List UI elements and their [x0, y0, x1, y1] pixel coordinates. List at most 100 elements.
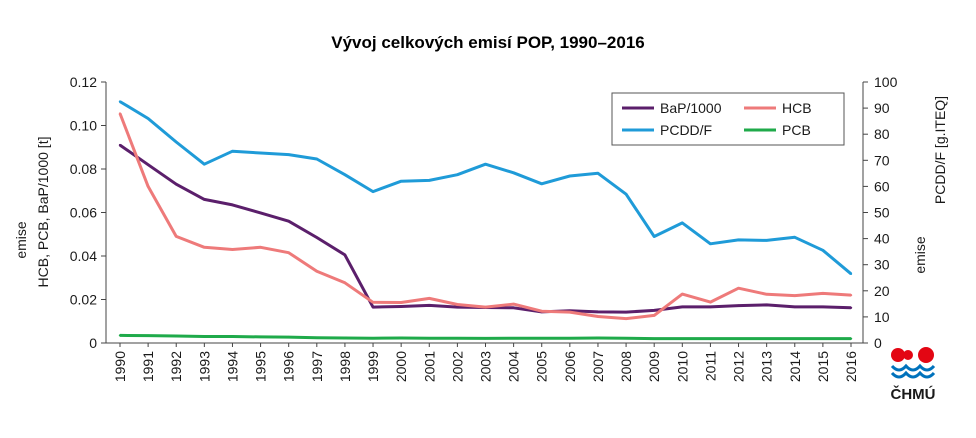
point-hcb [315, 270, 319, 273]
point-pcb [849, 337, 853, 340]
point-pcdd-f [146, 117, 150, 120]
logo-dot-left [891, 348, 905, 362]
point-hcb [737, 286, 740, 290]
point-bap-1000 [259, 211, 262, 215]
point-bap-1000 [596, 310, 600, 314]
point-hcb [146, 185, 150, 188]
point-hcb [456, 303, 459, 306]
point-hcb [568, 310, 572, 314]
x-tick-label: 2001 [421, 351, 437, 382]
point-pcdd-f [652, 235, 656, 238]
point-pcb [203, 335, 206, 338]
point-bap-1000 [709, 305, 712, 309]
left-y-tick-label: 0 [89, 335, 97, 351]
point-bap-1000 [203, 198, 206, 201]
point-bap-1000 [765, 303, 768, 307]
point-pcb [765, 337, 768, 340]
point-hcb [399, 301, 403, 304]
x-tick-label: 2005 [534, 351, 550, 382]
right-y-tick-label: 30 [874, 257, 890, 273]
logo-dot-right [918, 347, 934, 363]
left-axis-label-line-2: HCB, PCB, BaP/1000 [t] [35, 137, 51, 288]
x-tick-label: 1992 [168, 351, 184, 382]
x-tick-label: 2014 [787, 351, 803, 382]
left-y-tick-label: 0.02 [70, 292, 97, 308]
point-pcdd-f [287, 153, 290, 156]
point-pcdd-f [399, 179, 403, 183]
point-hcb [540, 310, 543, 313]
x-tick-label: 2004 [506, 351, 522, 382]
point-hcb [821, 292, 825, 295]
right-y-tick-label: 40 [874, 231, 890, 247]
point-pcdd-f [624, 193, 628, 196]
point-bap-1000 [624, 310, 628, 314]
point-bap-1000 [681, 305, 684, 309]
x-tick-label: 1997 [309, 351, 325, 382]
point-hcb [118, 112, 122, 115]
point-hcb [849, 293, 853, 297]
point-bap-1000 [652, 309, 656, 312]
right-y-tick-label: 70 [874, 152, 890, 168]
point-pcb [315, 336, 319, 339]
x-ticks: 1990 1991 1992 1993 1994 1995 1996 1997 1998 1999… [112, 343, 859, 382]
logo-wave-2 [890, 370, 936, 379]
series-line-bap-1000 [119, 143, 852, 314]
right-y-tick-label: 10 [874, 309, 890, 325]
right-axis-label: emise PCDD/F [g.ITEQ] [912, 96, 948, 274]
x-tick-label: 2013 [759, 351, 775, 382]
right-y-tick-label: 90 [874, 100, 890, 116]
point-bap-1000 [315, 236, 319, 239]
x-tick-label: 1995 [253, 351, 269, 382]
point-pcb [793, 337, 796, 340]
point-hcb [681, 292, 684, 296]
x-tick-label: 1999 [365, 351, 381, 382]
point-hcb [624, 317, 628, 320]
point-pcb [371, 337, 375, 340]
x-tick-label: 2007 [590, 351, 606, 382]
point-pcdd-f [793, 236, 796, 239]
logo-dot-small [903, 350, 913, 360]
point-pcdd-f [512, 171, 515, 175]
x-tick-label: 1990 [112, 351, 128, 382]
point-bap-1000 [343, 253, 347, 257]
point-hcb [596, 315, 600, 318]
point-bap-1000 [287, 220, 290, 223]
point-hcb [231, 248, 234, 251]
series-lines [118, 100, 853, 341]
x-tick-label: 2002 [449, 351, 465, 382]
point-pcb [540, 337, 543, 340]
point-pcb [118, 334, 122, 337]
right-y-tick-label: 60 [874, 178, 890, 194]
chmu-logo: ČHMÚ [891, 347, 936, 403]
point-pcdd-f [456, 173, 459, 176]
point-pcb [287, 335, 290, 339]
right-axis-label-line-1: emise [912, 236, 928, 274]
point-hcb [175, 235, 178, 238]
logo-wave-1 [890, 363, 936, 372]
point-bap-1000 [399, 305, 403, 308]
point-hcb [793, 294, 796, 297]
x-tick-label: 1996 [281, 351, 297, 382]
point-pcb [484, 337, 487, 340]
point-pcdd-f [540, 182, 543, 185]
point-pcb [175, 334, 178, 338]
point-pcb [399, 336, 403, 340]
right-y-tick-label: 20 [874, 283, 890, 299]
point-pcb [596, 336, 600, 340]
point-bap-1000 [428, 304, 431, 307]
left-y-tick-label: 0.10 [70, 118, 97, 134]
chart-title: Vývoj celkových emisí POP, 1990–2016 [331, 33, 644, 52]
point-hcb [203, 246, 206, 249]
x-tick-label: 2010 [674, 351, 690, 382]
left-axis-label: emise HCB, PCB, BaP/1000 [t] [13, 137, 51, 288]
point-hcb [428, 297, 431, 300]
point-pcdd-f [737, 238, 740, 242]
point-pcdd-f [821, 249, 825, 252]
legend: BaP/1000 HCB PCDD/F PCB [611, 92, 845, 146]
point-hcb [484, 305, 487, 309]
legend-box [611, 92, 845, 146]
point-pcb [652, 337, 656, 340]
right-y-tick-label: 0 [874, 335, 882, 351]
x-tick-label: 2009 [646, 351, 662, 382]
